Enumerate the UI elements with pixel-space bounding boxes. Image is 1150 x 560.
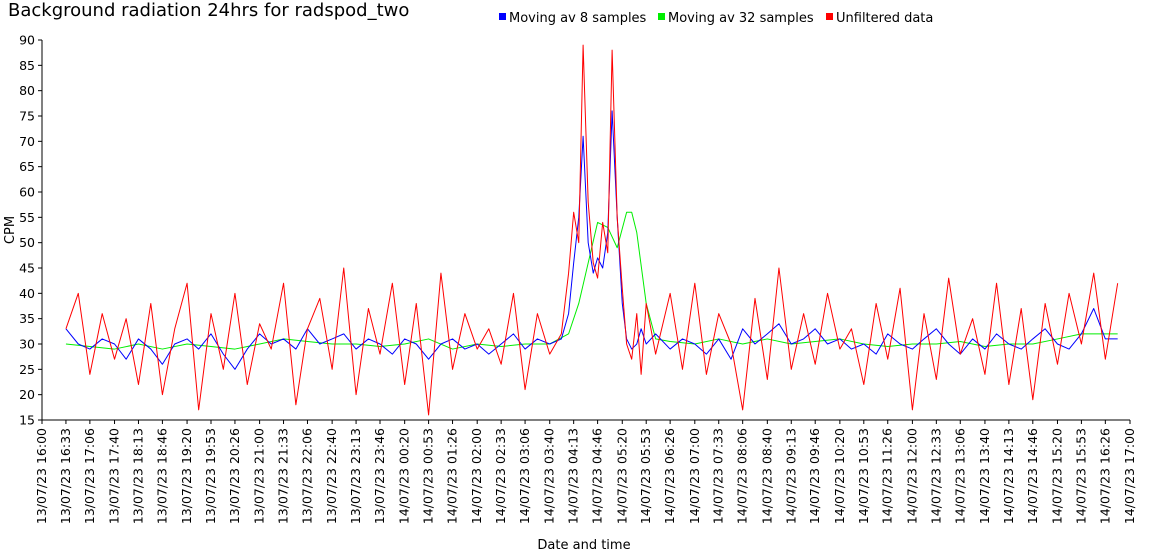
x-tick-label: 14/07/23 13:06 [952, 428, 967, 524]
x-tick-label: 14/07/23 07:00 [687, 428, 702, 524]
x-tick-label: 14/07/23 08:40 [759, 428, 774, 524]
y-tick-label: 50 [19, 235, 35, 250]
y-tick-label: 60 [19, 185, 35, 200]
x-tick-label: 13/07/23 18:13 [130, 428, 145, 524]
x-tick-label: 14/07/23 14:46 [1025, 428, 1040, 524]
y-tick-label: 35 [19, 311, 35, 326]
x-tick-label: 13/07/23 19:20 [179, 428, 194, 524]
y-tick-label: 55 [19, 210, 35, 225]
series-line-moving-av-32 [65, 211, 1118, 350]
y-tick-label: 20 [19, 387, 35, 402]
x-tick-label: 14/07/23 12:00 [904, 428, 919, 524]
y-tick-label: 70 [19, 134, 35, 149]
x-tick-label: 13/07/23 21:33 [276, 428, 291, 524]
x-tick-label: 13/07/23 16:33 [58, 428, 73, 524]
y-tick-label: 40 [19, 286, 35, 301]
x-tick-label: 14/07/23 09:46 [807, 428, 822, 524]
x-tick-label: 13/07/23 21:00 [252, 428, 267, 524]
legend-swatch-moving-av-32 [658, 13, 665, 20]
x-tick-label: 14/07/23 15:53 [1073, 428, 1088, 524]
x-tick-label: 14/07/23 16:26 [1097, 428, 1112, 524]
x-tick-label: 14/07/23 03:40 [542, 428, 557, 524]
x-tick-label: 14/07/23 04:13 [566, 428, 581, 524]
x-tick-label: 13/07/23 16:00 [34, 428, 49, 524]
y-tick-label: 15 [19, 413, 35, 428]
legend-swatch-unfiltered [826, 13, 833, 20]
y-tick-label: 75 [19, 109, 35, 124]
x-tick-label: 14/07/23 05:53 [638, 428, 653, 524]
x-tick-label: 13/07/23 22:40 [324, 428, 339, 524]
y-tick-label: 90 [19, 33, 35, 48]
x-tick-label: 14/07/23 07:33 [711, 428, 726, 524]
x-tick-label: 14/07/23 10:53 [856, 428, 871, 524]
y-tick-label: 85 [19, 58, 35, 73]
x-tick-label: 14/07/23 05:20 [614, 428, 629, 524]
y-tick-label: 45 [19, 261, 35, 276]
x-tick-label: 13/07/23 17:06 [82, 428, 97, 524]
x-tick-labels: 13/07/23 16:00 13/07/23 16:33 13/07/23 17:… [34, 420, 1137, 524]
x-tick-label: 13/07/23 18:46 [154, 428, 169, 524]
x-tick-label: 14/07/23 06:26 [662, 428, 677, 524]
x-tick-label: 13/07/23 19:53 [203, 428, 218, 524]
x-tick-label: 14/07/23 11:26 [880, 428, 895, 524]
x-tick-label: 14/07/23 17:00 [1122, 428, 1137, 524]
y-tick-label: 80 [19, 83, 35, 98]
legend: Moving av 8 samples Moving av 32 samples… [499, 11, 933, 26]
x-tick-label: 14/07/23 04:46 [590, 428, 605, 524]
y-axis-label: CPM [3, 216, 18, 244]
y-tick-label: 65 [19, 159, 35, 174]
x-tick-label: 14/07/23 14:13 [1001, 428, 1016, 524]
x-tick-label: 13/07/23 23:13 [348, 428, 363, 524]
x-tick-label: 14/07/23 02:33 [493, 428, 508, 524]
x-tick-label: 14/07/23 00:53 [421, 428, 436, 524]
series-line-moving-av-8 [65, 110, 1118, 370]
x-tick-label: 13/07/23 23:46 [372, 428, 387, 524]
x-tick-label: 14/07/23 08:06 [735, 428, 750, 524]
x-tick-label: 14/07/23 10:20 [832, 428, 847, 524]
chart-title: Background radiation 24hrs for radspod_t… [8, 0, 409, 21]
series-layer [65, 44, 1119, 416]
legend-swatch-moving-av-8 [499, 13, 506, 20]
x-tick-label: 14/07/23 01:26 [445, 428, 460, 524]
y-tick-label: 25 [19, 362, 35, 377]
x-tick-label: 14/07/23 02:00 [469, 428, 484, 524]
legend-label-moving-av-32: Moving av 32 samples [668, 11, 814, 26]
axes [41, 40, 1130, 421]
x-tick-label: 14/07/23 15:20 [1049, 428, 1064, 524]
x-tick-label: 14/07/23 13:40 [977, 428, 992, 524]
x-axis-label: Date and time [537, 538, 630, 553]
x-tick-label: 14/07/23 00:20 [397, 428, 412, 524]
x-tick-label: 14/07/23 12:33 [928, 428, 943, 524]
y-tick-label: 30 [19, 337, 35, 352]
legend-label-unfiltered: Unfiltered data [836, 11, 933, 26]
x-tick-label: 13/07/23 17:40 [107, 428, 122, 524]
x-tick-label: 13/07/23 22:06 [299, 428, 314, 524]
x-tick-label: 13/07/23 20:26 [227, 428, 242, 524]
series-line-unfiltered [65, 44, 1119, 416]
x-tick-label: 14/07/23 09:13 [783, 428, 798, 524]
legend-label-moving-av-8: Moving av 8 samples [509, 11, 647, 26]
x-tick-label: 14/07/23 03:06 [517, 428, 532, 524]
y-tick-labels: 15 20 25 30 35 40 45 50 55 60 65 70 75 80 85 90 [19, 33, 42, 428]
